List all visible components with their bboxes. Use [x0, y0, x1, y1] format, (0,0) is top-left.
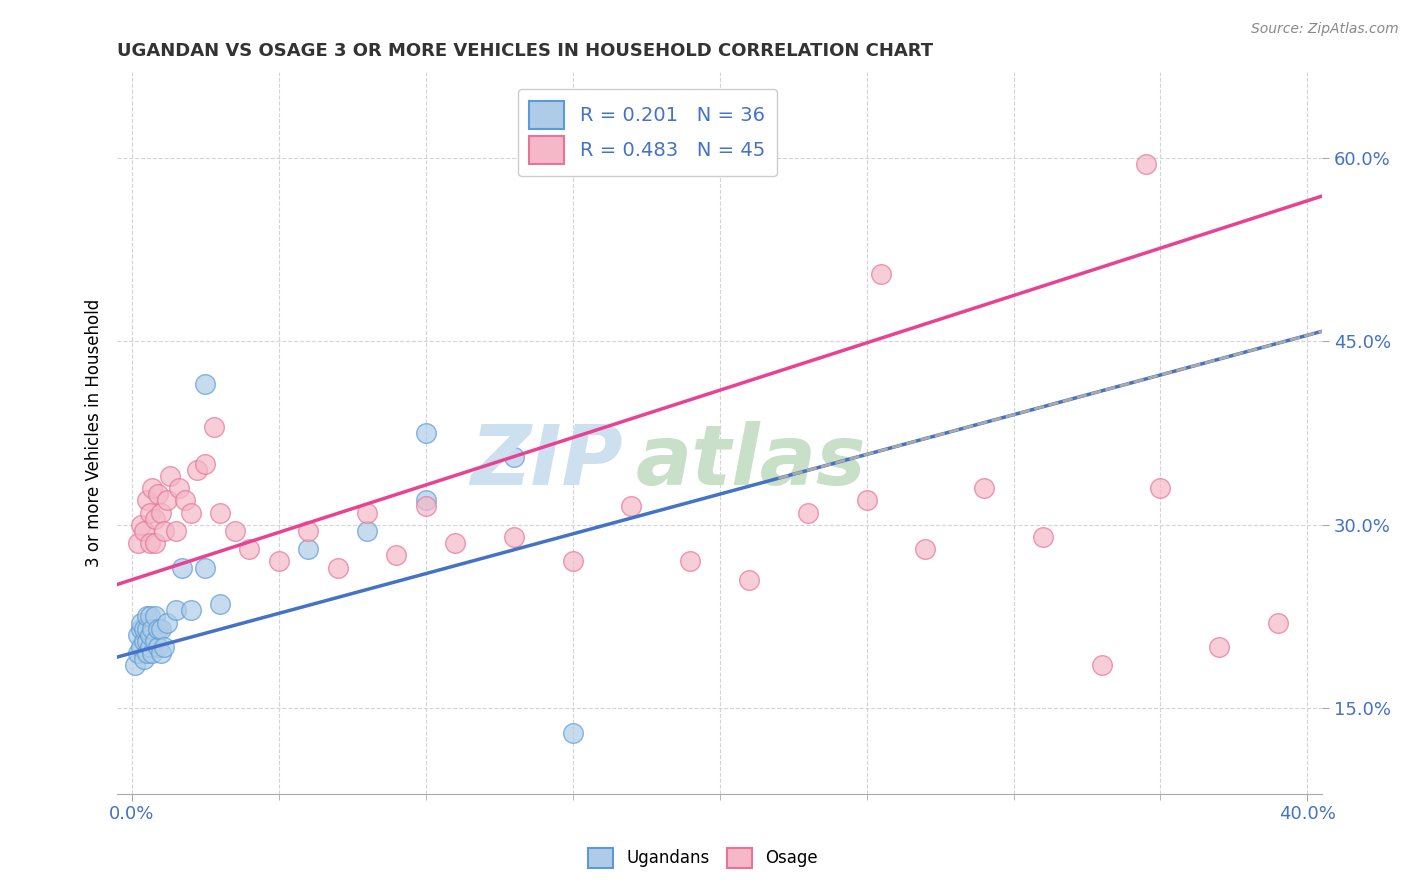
Point	[132, 633, 155, 648]
Point	[1208, 640, 1230, 654]
Point	[135, 646, 157, 660]
Point	[148, 640, 170, 654]
Point	[356, 506, 378, 520]
Point	[150, 622, 173, 636]
Point	[202, 420, 225, 434]
Point	[153, 640, 176, 654]
Point	[738, 573, 761, 587]
Point	[141, 622, 163, 636]
Point	[148, 622, 170, 636]
Point	[855, 493, 877, 508]
Y-axis label: 3 or more Vehicles in Household: 3 or more Vehicles in Household	[86, 299, 103, 567]
Point	[141, 646, 163, 660]
Point	[620, 500, 643, 514]
Point	[127, 536, 149, 550]
Point	[141, 481, 163, 495]
Point	[1135, 157, 1157, 171]
Point	[415, 493, 437, 508]
Point	[238, 542, 260, 557]
Point	[297, 524, 319, 538]
Point	[135, 633, 157, 648]
Point	[1149, 481, 1171, 495]
Point	[156, 493, 179, 508]
Point	[156, 615, 179, 630]
Point	[167, 481, 190, 495]
Point	[173, 493, 195, 508]
Point	[129, 517, 152, 532]
Point	[503, 530, 526, 544]
Point	[150, 506, 173, 520]
Point	[129, 622, 152, 636]
Point	[138, 536, 160, 550]
Point	[135, 493, 157, 508]
Point	[1267, 615, 1289, 630]
Point	[138, 640, 160, 654]
Point	[209, 597, 232, 611]
Point	[138, 609, 160, 624]
Text: Source: ZipAtlas.com: Source: ZipAtlas.com	[1251, 22, 1399, 37]
Point	[135, 609, 157, 624]
Point	[145, 633, 167, 648]
Point	[326, 560, 349, 574]
Point	[127, 646, 149, 660]
Point	[153, 524, 176, 538]
Point	[679, 554, 702, 568]
Point	[1091, 658, 1114, 673]
Point	[561, 554, 583, 568]
Point	[870, 267, 893, 281]
Legend: Ugandans, Osage: Ugandans, Osage	[582, 841, 824, 875]
Point	[180, 603, 202, 617]
Point	[561, 725, 583, 739]
Point	[194, 560, 217, 574]
Point	[356, 524, 378, 538]
Point	[150, 646, 173, 660]
Point	[180, 506, 202, 520]
Point	[132, 622, 155, 636]
Point	[138, 506, 160, 520]
Point	[132, 524, 155, 538]
Point	[127, 628, 149, 642]
Point	[914, 542, 936, 557]
Point	[415, 500, 437, 514]
Point	[267, 554, 290, 568]
Text: atlas: atlas	[636, 421, 866, 502]
Point	[165, 603, 187, 617]
Text: ZIP: ZIP	[471, 421, 623, 502]
Point	[194, 457, 217, 471]
Point	[148, 487, 170, 501]
Point	[186, 463, 208, 477]
Text: UGANDAN VS OSAGE 3 OR MORE VEHICLES IN HOUSEHOLD CORRELATION CHART: UGANDAN VS OSAGE 3 OR MORE VEHICLES IN H…	[117, 42, 934, 60]
Point	[415, 425, 437, 440]
Point	[132, 652, 155, 666]
Point	[145, 609, 167, 624]
Point	[138, 628, 160, 642]
Point	[797, 506, 820, 520]
Point	[224, 524, 246, 538]
Point	[129, 640, 152, 654]
Point	[503, 450, 526, 465]
Point	[129, 615, 152, 630]
Point	[159, 468, 181, 483]
Legend: R = 0.201   N = 36, R = 0.483   N = 45: R = 0.201 N = 36, R = 0.483 N = 45	[517, 89, 778, 176]
Point	[145, 511, 167, 525]
Point	[385, 549, 408, 563]
Point	[209, 506, 232, 520]
Point	[170, 560, 193, 574]
Point	[1032, 530, 1054, 544]
Point	[145, 536, 167, 550]
Point	[973, 481, 995, 495]
Point	[135, 622, 157, 636]
Point	[165, 524, 187, 538]
Point	[124, 658, 146, 673]
Point	[444, 536, 467, 550]
Point	[297, 542, 319, 557]
Point	[194, 377, 217, 392]
